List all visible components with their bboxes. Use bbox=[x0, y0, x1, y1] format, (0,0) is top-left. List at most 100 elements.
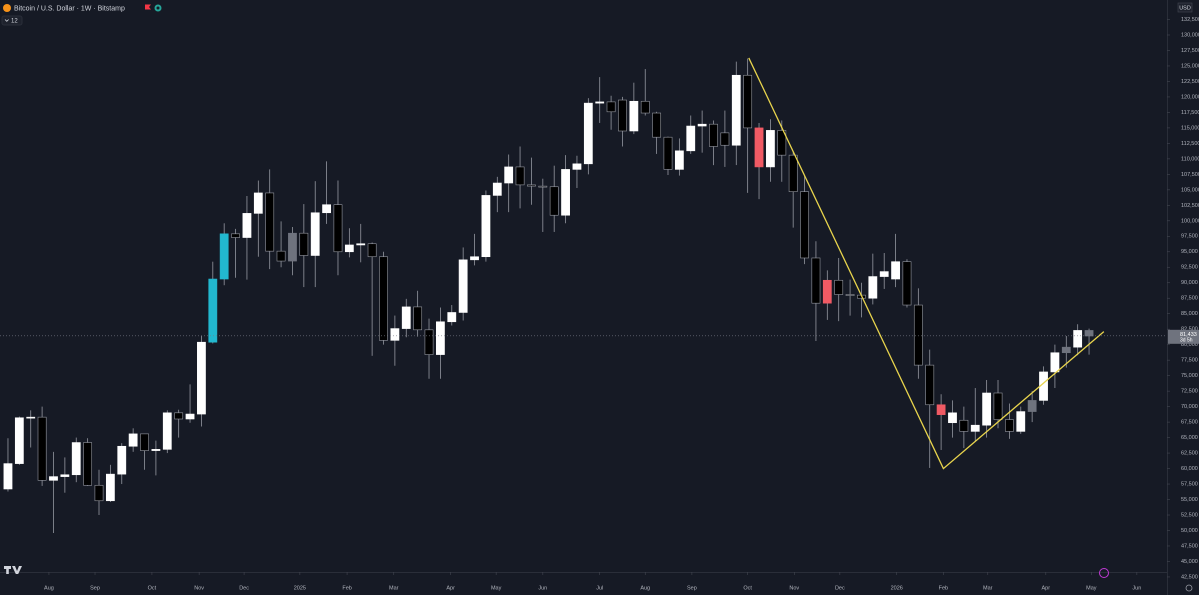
candle-body bbox=[561, 169, 570, 216]
candle-body bbox=[174, 412, 184, 420]
candle-body bbox=[436, 321, 445, 355]
candle-body bbox=[128, 433, 138, 447]
candle-body bbox=[105, 473, 115, 502]
trend-line bbox=[748, 57, 1105, 470]
candle-body bbox=[344, 244, 354, 253]
x-tick-label: May bbox=[1086, 585, 1097, 591]
candle-body bbox=[697, 123, 707, 127]
candle-body bbox=[811, 257, 821, 304]
candle-body bbox=[197, 341, 206, 415]
candle-body bbox=[367, 243, 377, 258]
x-tick-label: Feb bbox=[342, 585, 351, 591]
y-tick-label: 80,000 bbox=[1181, 342, 1198, 348]
tradingview-logo[interactable] bbox=[4, 566, 22, 574]
candle-body bbox=[686, 125, 696, 152]
candle-body bbox=[401, 306, 411, 329]
candle-body bbox=[663, 136, 673, 170]
candle-body bbox=[424, 329, 434, 355]
x-tick-label: Dec bbox=[835, 585, 845, 591]
y-tick-label: 82,500 bbox=[1181, 327, 1198, 333]
candle-body bbox=[948, 412, 957, 424]
x-tick-label: Aug bbox=[44, 585, 54, 591]
y-tick-label: 107,500 bbox=[1181, 172, 1199, 178]
x-tick-label: Nov bbox=[789, 585, 799, 591]
candle-body bbox=[800, 191, 809, 259]
y-tick-label: 127,500 bbox=[1181, 48, 1199, 54]
candle-body bbox=[1073, 330, 1083, 348]
candle-body bbox=[3, 463, 13, 490]
candle-body bbox=[390, 328, 400, 341]
candle-body bbox=[1084, 330, 1094, 337]
candle-body bbox=[276, 250, 286, 262]
candle-body bbox=[720, 132, 730, 146]
candle-body bbox=[766, 130, 775, 168]
candle-body bbox=[49, 476, 58, 481]
candle-body bbox=[970, 424, 980, 432]
candle-body bbox=[709, 123, 718, 147]
candle-body bbox=[1050, 352, 1060, 373]
y-tick-label: 122,500 bbox=[1181, 79, 1199, 85]
currency-box[interactable] bbox=[1177, 2, 1193, 13]
candle-body bbox=[913, 304, 923, 366]
flag-icon[interactable] bbox=[145, 4, 151, 10]
bitcoin-icon bbox=[3, 4, 11, 12]
candle-body bbox=[640, 100, 650, 114]
candle-body bbox=[959, 419, 969, 432]
y-tick-label: 102,500 bbox=[1181, 203, 1199, 209]
y-tick-label: 115,000 bbox=[1181, 125, 1199, 131]
y-tick-label: 60,000 bbox=[1181, 466, 1198, 472]
candle-body bbox=[583, 102, 593, 165]
y-tick-label: 67,500 bbox=[1181, 420, 1198, 426]
x-tick-label: Jun bbox=[538, 585, 547, 591]
y-tick-label: 85,000 bbox=[1181, 311, 1198, 317]
candle-body bbox=[299, 232, 309, 256]
x-tick-label: Jun bbox=[1132, 585, 1141, 591]
axes: 42,500 45,000 47,500 50,000 52,500 55,000 57,5… bbox=[44, 17, 1199, 591]
indicator-count: 12 bbox=[11, 18, 18, 24]
candle-body bbox=[60, 474, 70, 477]
candle-body bbox=[936, 404, 946, 415]
candle-body bbox=[162, 412, 172, 450]
candle-body bbox=[1016, 411, 1026, 432]
candle-body bbox=[822, 279, 832, 304]
countdown-label: 3d 5h bbox=[1180, 338, 1193, 344]
candle-body bbox=[538, 185, 548, 188]
x-tick-label: Apr bbox=[446, 585, 455, 591]
x-tick-label: Nov bbox=[194, 585, 204, 591]
candle-body bbox=[37, 416, 47, 481]
plot-area bbox=[0, 57, 1167, 533]
y-tick-label: 62,500 bbox=[1181, 451, 1198, 457]
x-tick-label: Sep bbox=[90, 585, 100, 591]
candle-body bbox=[379, 256, 388, 341]
y-tick-label: 132,500 bbox=[1181, 17, 1199, 23]
replay-icon[interactable] bbox=[1099, 568, 1109, 578]
candle-body bbox=[208, 278, 218, 343]
candle-body bbox=[595, 101, 605, 104]
candle-body bbox=[549, 186, 559, 216]
y-tick-label: 92,500 bbox=[1181, 265, 1198, 271]
y-tick-label: 87,500 bbox=[1181, 296, 1198, 302]
candle-body bbox=[140, 433, 149, 451]
candle-body bbox=[902, 261, 912, 306]
candle-body bbox=[492, 182, 502, 196]
candle-body bbox=[743, 74, 753, 129]
candle-body bbox=[83, 442, 93, 486]
x-tick-label: May bbox=[491, 585, 502, 591]
settings-icon[interactable] bbox=[1185, 584, 1193, 592]
candle-body bbox=[777, 130, 787, 156]
candle-body bbox=[470, 256, 479, 261]
y-tick-label: 42,500 bbox=[1181, 574, 1198, 580]
x-tick-label: Aug bbox=[640, 585, 650, 591]
y-tick-label: 125,000 bbox=[1181, 63, 1199, 69]
y-tick-label: 120,000 bbox=[1181, 94, 1199, 100]
x-tick-label: Oct bbox=[148, 585, 157, 591]
candle-body bbox=[1027, 400, 1037, 412]
candle-body bbox=[572, 163, 582, 170]
indicator-toggle[interactable] bbox=[1, 15, 23, 26]
y-tick-label: 57,500 bbox=[1181, 481, 1198, 487]
candle-body bbox=[447, 312, 457, 323]
candle-body bbox=[322, 204, 331, 214]
candle-body bbox=[754, 127, 764, 168]
x-tick-label: 2025 bbox=[294, 585, 306, 591]
